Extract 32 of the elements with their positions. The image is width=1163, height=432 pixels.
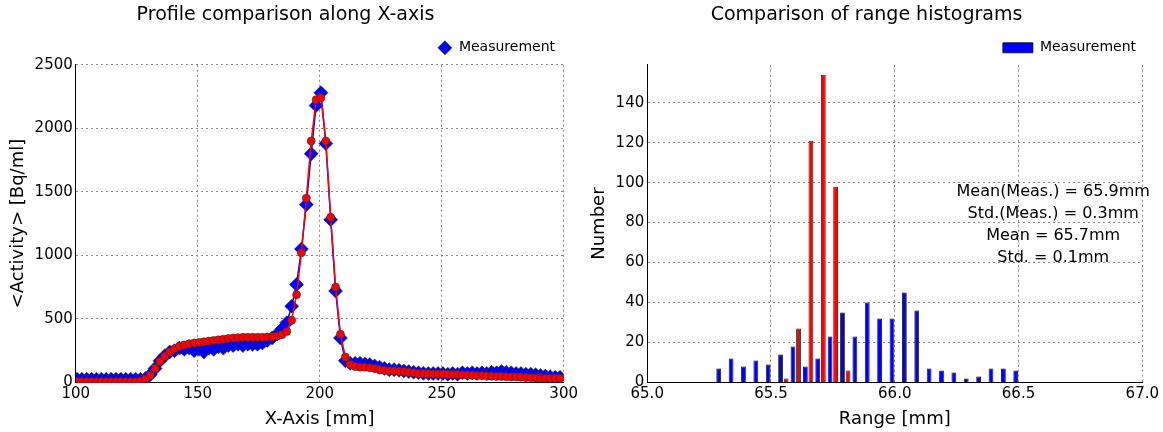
- y-tick-label: 80: [625, 212, 645, 231]
- x-axis-title: X-Axis [mm]: [264, 406, 375, 428]
- y-tick-label: 1500: [34, 181, 73, 200]
- chart-title: Profile comparison along X-axis: [136, 2, 435, 25]
- legend-label: Measurement: [458, 38, 556, 55]
- x-tick-label: 65.5: [754, 384, 788, 403]
- legend-label: Measurement: [1039, 38, 1137, 55]
- y-tick-label: 1000: [34, 245, 73, 264]
- x-tick-label: 150: [183, 384, 213, 403]
- annotation: Std. = 0.1mm: [997, 247, 1110, 266]
- y-axis-title: <Activity> [Bq/ml]: [6, 138, 28, 309]
- x-tick-label: 250: [427, 384, 457, 403]
- annotation: Mean = 65.7mm: [986, 225, 1121, 244]
- y-tick-label: 40: [625, 292, 645, 311]
- chart-title: Comparison of range histograms: [710, 2, 1023, 25]
- y-tick-label: 120: [615, 132, 645, 151]
- y-tick-label: 100: [615, 172, 645, 191]
- y-tick-label: 2000: [34, 118, 73, 137]
- annotation: Mean(Meas.) = 65.9mm: [956, 181, 1150, 200]
- y-tick-label: 20: [625, 332, 645, 351]
- x-tick-label: 300: [549, 384, 579, 403]
- y-tick-label: 500: [44, 308, 73, 327]
- x-axis-title: Range [mm]: [838, 406, 951, 428]
- x-tick-label: 200: [305, 384, 335, 403]
- y-tick-label: 140: [615, 92, 645, 111]
- y-tick-label: 2500: [34, 54, 73, 73]
- x-tick-label: 67.0: [1125, 384, 1159, 403]
- x-tick-label: 66.5: [1001, 384, 1036, 403]
- y-axis-title: Number: [587, 186, 609, 260]
- x-tick-label: 66.0: [878, 384, 912, 403]
- y-tick-label: 60: [625, 252, 645, 271]
- annotation: Std.(Meas.) = 0.3mm: [967, 203, 1139, 222]
